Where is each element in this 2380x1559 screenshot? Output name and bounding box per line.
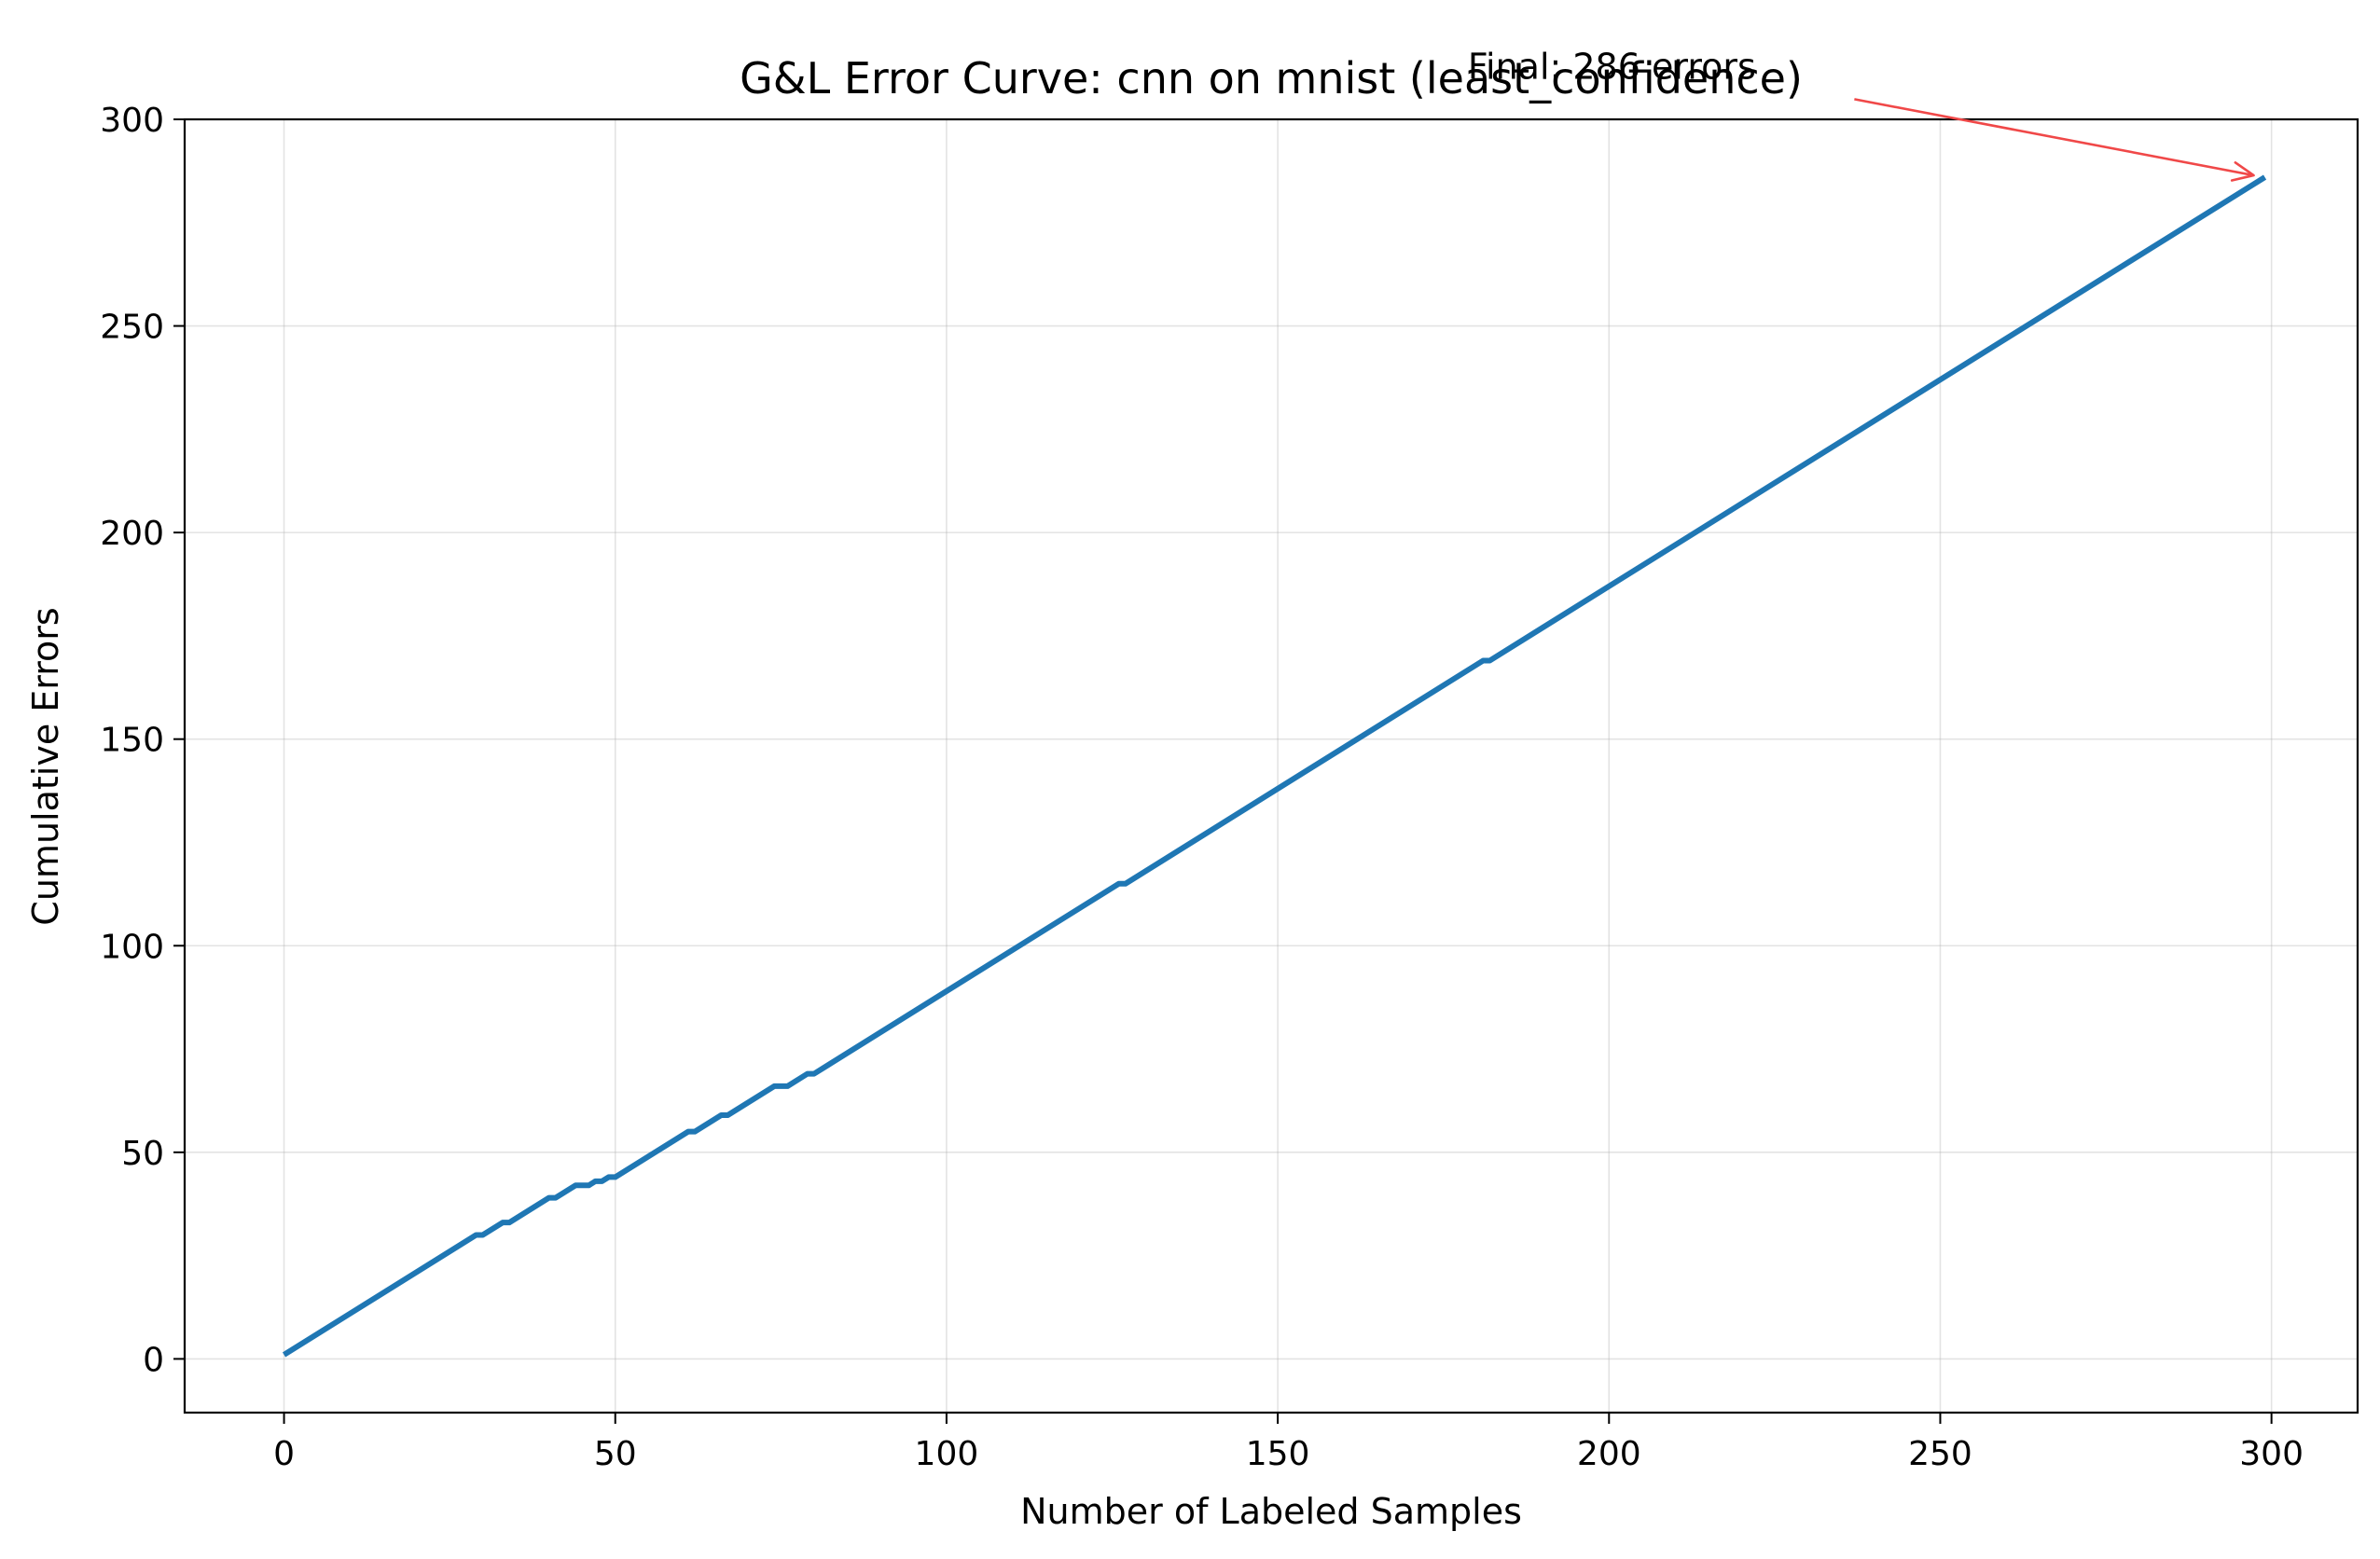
y-tick-label: 100	[100, 928, 164, 966]
series-line	[282, 174, 2267, 1358]
annotation-arrow	[1854, 98, 2254, 177]
series-layer	[282, 174, 2267, 1358]
y-tick-label: 300	[100, 102, 164, 140]
axis-ticks: 0 50 100 150 200 250 300 0 50 100 150 200 250 300	[100, 102, 2304, 1473]
x-tick-label: 300	[2239, 1435, 2304, 1473]
x-tick-label: 50	[594, 1435, 637, 1473]
y-tick-label: 200	[100, 515, 164, 553]
x-tick-label: 200	[1577, 1435, 1641, 1473]
y-tick-label: 150	[100, 722, 164, 760]
chart-title: G&L Error Curve: cnn on mnist (least_con…	[740, 53, 1803, 103]
plot-frame	[183, 117, 2359, 1414]
x-tick-label: 150	[1246, 1435, 1310, 1473]
y-tick-label: 0	[143, 1341, 164, 1379]
final-annotation: Final: 286 errors	[1468, 46, 2255, 182]
x-tick-label: 100	[915, 1435, 979, 1473]
y-tick-label: 50	[121, 1135, 164, 1173]
annotation-text: Final: 286 errors	[1468, 46, 1756, 87]
y-axis-label: Cumulative Errors	[25, 607, 66, 925]
annotation-arrowhead	[2230, 161, 2255, 182]
x-axis-label: Number of Labeled Samples	[1020, 1491, 1522, 1532]
x-tick-label: 250	[1908, 1435, 1972, 1473]
x-tick-label: 0	[273, 1435, 295, 1473]
y-tick-label: 250	[100, 309, 164, 347]
